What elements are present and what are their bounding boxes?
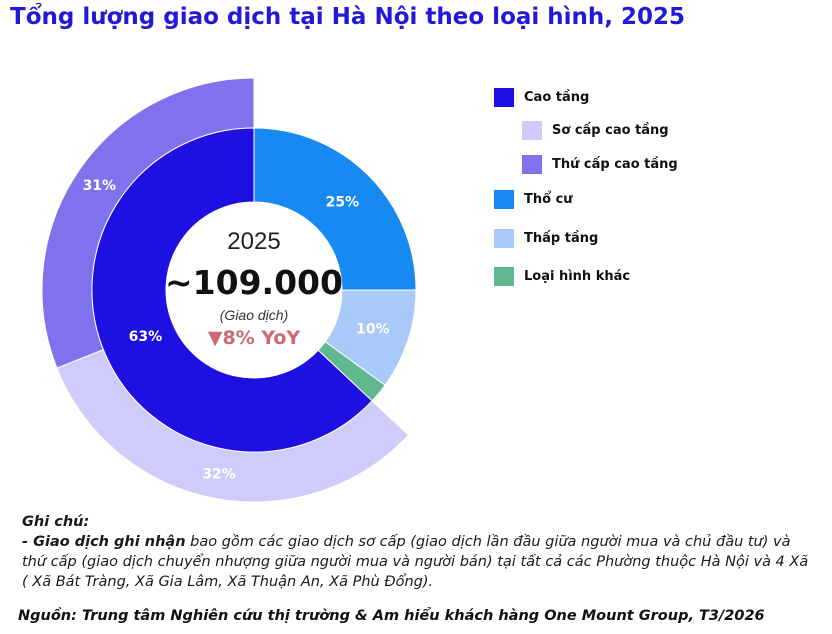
legend-item-cao-tang: Cao tầng bbox=[494, 88, 589, 107]
legend-label: Sơ cấp cao tầng bbox=[552, 123, 669, 138]
legend-swatch-icon bbox=[522, 121, 542, 140]
inner-slice-tho-cu bbox=[253, 127, 417, 291]
legend-swatch-icon bbox=[522, 155, 542, 174]
notes: Ghi chú: - Giao dịch ghi nhận bao gồm cá… bbox=[22, 512, 812, 592]
chart-title: Tổng lượng giao dịch tại Hà Nội theo loạ… bbox=[10, 4, 686, 30]
center-year: 2025 bbox=[227, 228, 280, 255]
legend-swatch-icon bbox=[494, 229, 514, 248]
slice-label-thu-cap-cao-tang: 31% bbox=[83, 178, 117, 194]
notes-heading: Ghi chú: bbox=[22, 514, 90, 530]
legend-label: Thấp tầng bbox=[524, 231, 599, 246]
legend-label: Loại hình khác bbox=[524, 269, 631, 284]
slice-label-thap-tang: 10% bbox=[356, 322, 390, 338]
slice-label-so-cap-cao-tang: 32% bbox=[202, 467, 236, 483]
notes-text: bao gồm các giao dịch sơ cấp (giao dịch … bbox=[22, 534, 809, 590]
slice-label-cao-tang: 63% bbox=[129, 329, 163, 345]
legend-item-so-cap-cao-tang: Sơ cấp cao tầng bbox=[522, 121, 669, 140]
legend-label: Thứ cấp cao tầng bbox=[552, 157, 678, 172]
legend: Cao tầng Sơ cấp cao tầng Thứ cấp cao tần… bbox=[494, 84, 794, 294]
notes-body: - Giao dịch ghi nhận bao gồm các giao dị… bbox=[22, 532, 812, 592]
legend-item-loai-hinh-khac: Loại hình khác bbox=[494, 267, 630, 286]
legend-item-thap-tang: Thấp tầng bbox=[494, 229, 598, 248]
legend-label: Cao tầng bbox=[524, 90, 590, 105]
center-total: ~109.000 bbox=[165, 263, 343, 302]
legend-swatch-icon bbox=[494, 190, 514, 209]
legend-item-thu-cap-cao-tang: Thứ cấp cao tầng bbox=[522, 155, 678, 174]
center-yoy: ▼8% YoY bbox=[208, 327, 301, 349]
legend-label: Thổ cư bbox=[524, 192, 573, 207]
center-unit: (Giao dịch) bbox=[220, 307, 288, 323]
inner-ring bbox=[91, 127, 417, 453]
slice-labels: 25% 10% 63% 32% 31% bbox=[83, 178, 390, 483]
notes-bold-term: - Giao dịch ghi nhận bbox=[22, 534, 186, 550]
source-note: Nguồn: Trung tâm Nghiên cứu thị trường &… bbox=[18, 608, 765, 624]
legend-swatch-icon bbox=[494, 267, 514, 286]
legend-item-tho-cu: Thổ cư bbox=[494, 190, 573, 209]
legend-swatch-icon bbox=[494, 88, 514, 107]
inner-slice-cao-tang bbox=[91, 127, 373, 453]
slice-label-tho-cu: 25% bbox=[326, 195, 360, 211]
